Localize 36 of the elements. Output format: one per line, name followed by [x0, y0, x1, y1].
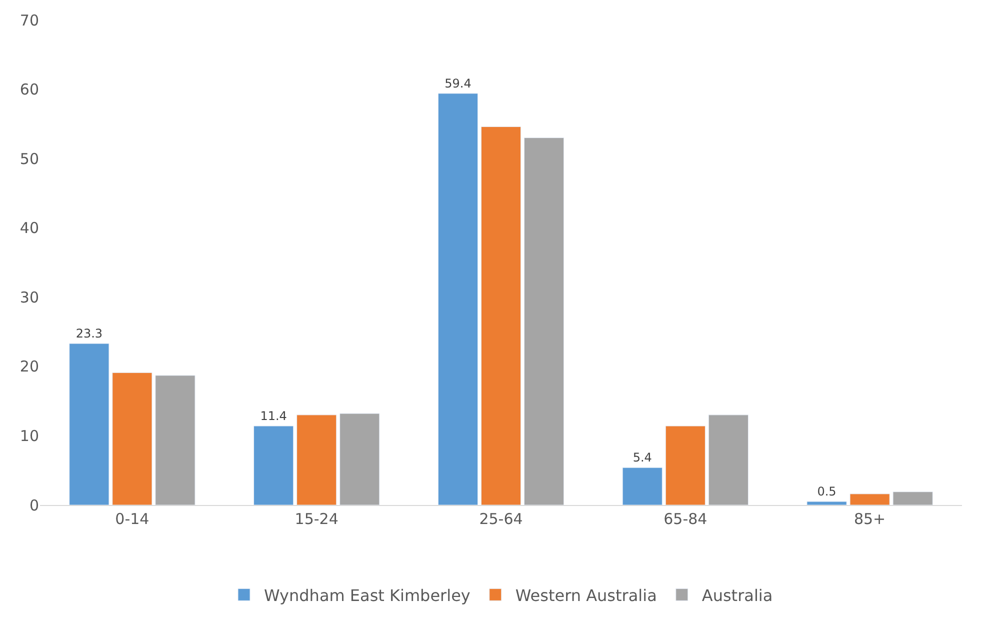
legend-label: Western Australia: [515, 586, 657, 605]
y-tick-label: 40: [20, 219, 39, 238]
x-tick-label: 25-64: [479, 510, 523, 528]
data-label: 23.3: [76, 326, 103, 341]
x-tick-label: 85+: [854, 510, 886, 528]
bar: [622, 467, 662, 505]
bar: [438, 93, 478, 505]
data-label: 11.4: [260, 409, 287, 424]
bar: [112, 372, 152, 505]
bar: [340, 413, 380, 505]
data-label: 0.5: [817, 484, 836, 499]
y-tick-label: 0: [29, 496, 39, 514]
data-label: 5.4: [632, 450, 652, 465]
bar: [806, 501, 847, 505]
bar: [708, 414, 748, 505]
y-tick-label: 20: [20, 358, 39, 376]
y-tick-label: 60: [20, 80, 39, 99]
legend-label: Australia: [702, 586, 773, 605]
y-tick-label: 10: [20, 426, 39, 445]
bar: [665, 426, 706, 505]
x-tick-label: 15-24: [294, 510, 338, 528]
bar: [254, 426, 294, 505]
bar: [480, 126, 522, 505]
y-tick-label: 70: [20, 11, 39, 30]
bar: [69, 343, 110, 505]
bar: [524, 138, 564, 505]
bar: [850, 494, 890, 505]
bar: [892, 492, 933, 505]
x-tick-label: 0-14: [115, 510, 150, 528]
y-tick-label: 50: [20, 150, 39, 168]
bar: [155, 375, 196, 505]
data-label: 59.4: [444, 76, 472, 90]
legend-label: Wyndham East Kimberley: [264, 586, 470, 605]
x-tick-label: 65-84: [664, 510, 708, 528]
bar: [296, 414, 337, 505]
y-tick-label: 30: [20, 288, 39, 306]
